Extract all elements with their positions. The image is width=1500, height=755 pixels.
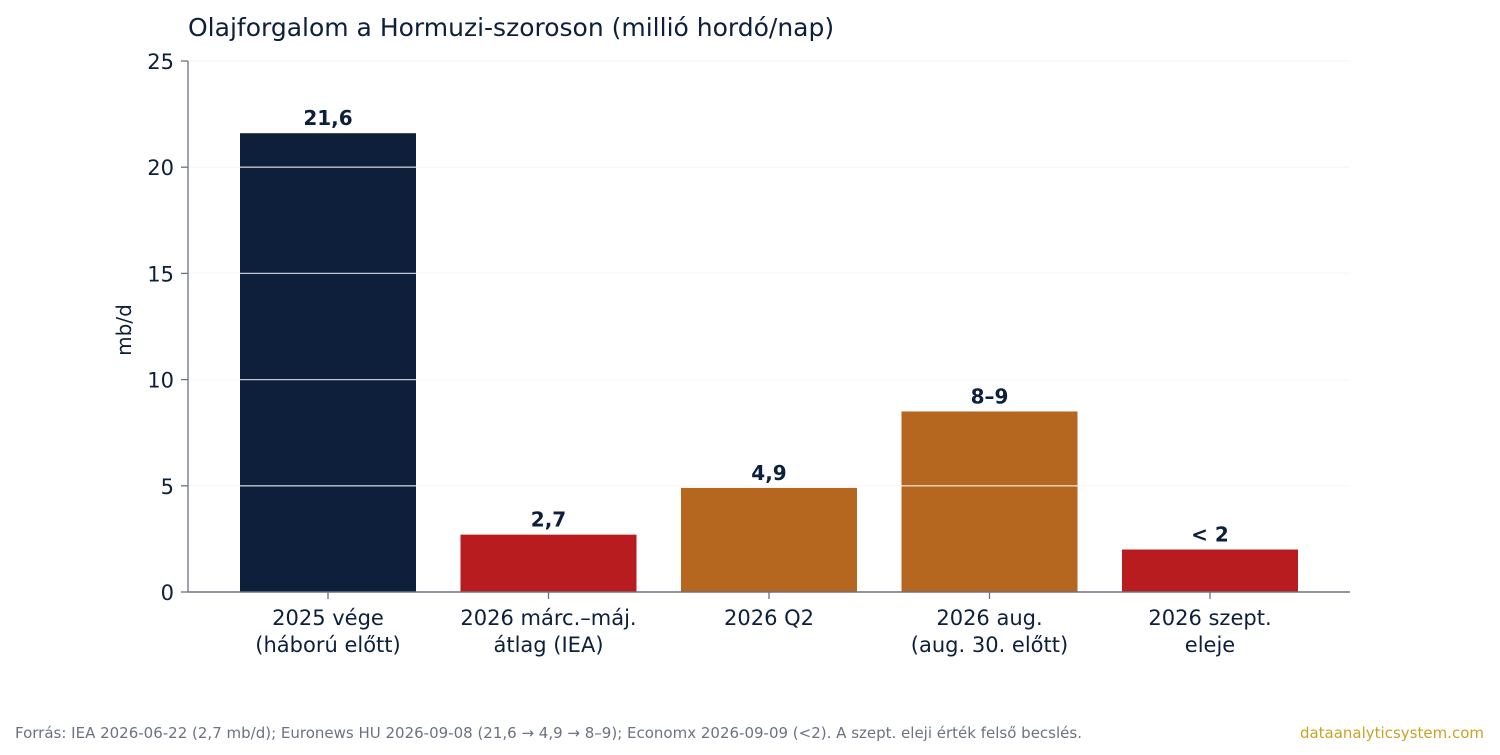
bar xyxy=(681,487,857,592)
y-tick-label: 25 xyxy=(147,50,174,74)
source-note: Forrás: IEA 2026-06-22 (2,7 mb/d); Euron… xyxy=(15,724,1082,742)
x-tick-label: (háború előtt) xyxy=(255,633,400,657)
x-tick-label: 2026 szept. xyxy=(1148,606,1271,630)
data-label: 8–9 xyxy=(971,384,1009,408)
brand-link[interactable]: dataanalyticsystem.com xyxy=(1299,724,1484,742)
data-label: 2,7 xyxy=(531,508,566,532)
x-tick-label: 2025 vége xyxy=(272,606,384,630)
y-tick-label: 5 xyxy=(161,475,174,499)
x-tick-label: átlag (IEA) xyxy=(493,633,603,657)
y-tick-label: 15 xyxy=(147,262,174,286)
y-tick-label: 0 xyxy=(161,581,174,605)
bar-chart: Olajforgalom a Hormuzi-szoroson (millió … xyxy=(112,13,1350,657)
bar xyxy=(901,411,1078,592)
x-tick-label: (aug. 30. előtt) xyxy=(911,633,1068,657)
data-label: 21,6 xyxy=(303,106,352,130)
bar xyxy=(1122,549,1298,592)
x-tick-label: 2026 aug. xyxy=(936,606,1042,630)
bar xyxy=(460,534,637,592)
data-label: < 2 xyxy=(1191,523,1229,547)
chart-title: Olajforgalom a Hormuzi-szoroson (millió … xyxy=(188,13,834,42)
bars xyxy=(240,133,1298,592)
y-tick-label: 10 xyxy=(147,369,174,393)
data-labels: 21,6 2,7 4,9 8–9 < 2 xyxy=(303,106,1229,546)
x-tick-label: 2026 márc.–máj. xyxy=(460,606,636,630)
x-tick-label: 2026 Q2 xyxy=(724,606,814,630)
bar xyxy=(240,133,416,592)
data-label: 4,9 xyxy=(751,461,786,485)
y-axis-label: mb/d xyxy=(112,304,136,356)
y-tick-label: 20 xyxy=(147,156,174,180)
bar-gridline-overlay xyxy=(188,60,1350,487)
axes: 0 5 10 15 20 25 2025 vége (háború előtt) 2026 má… xyxy=(147,50,1350,657)
x-tick-label: eleje xyxy=(1185,633,1235,657)
